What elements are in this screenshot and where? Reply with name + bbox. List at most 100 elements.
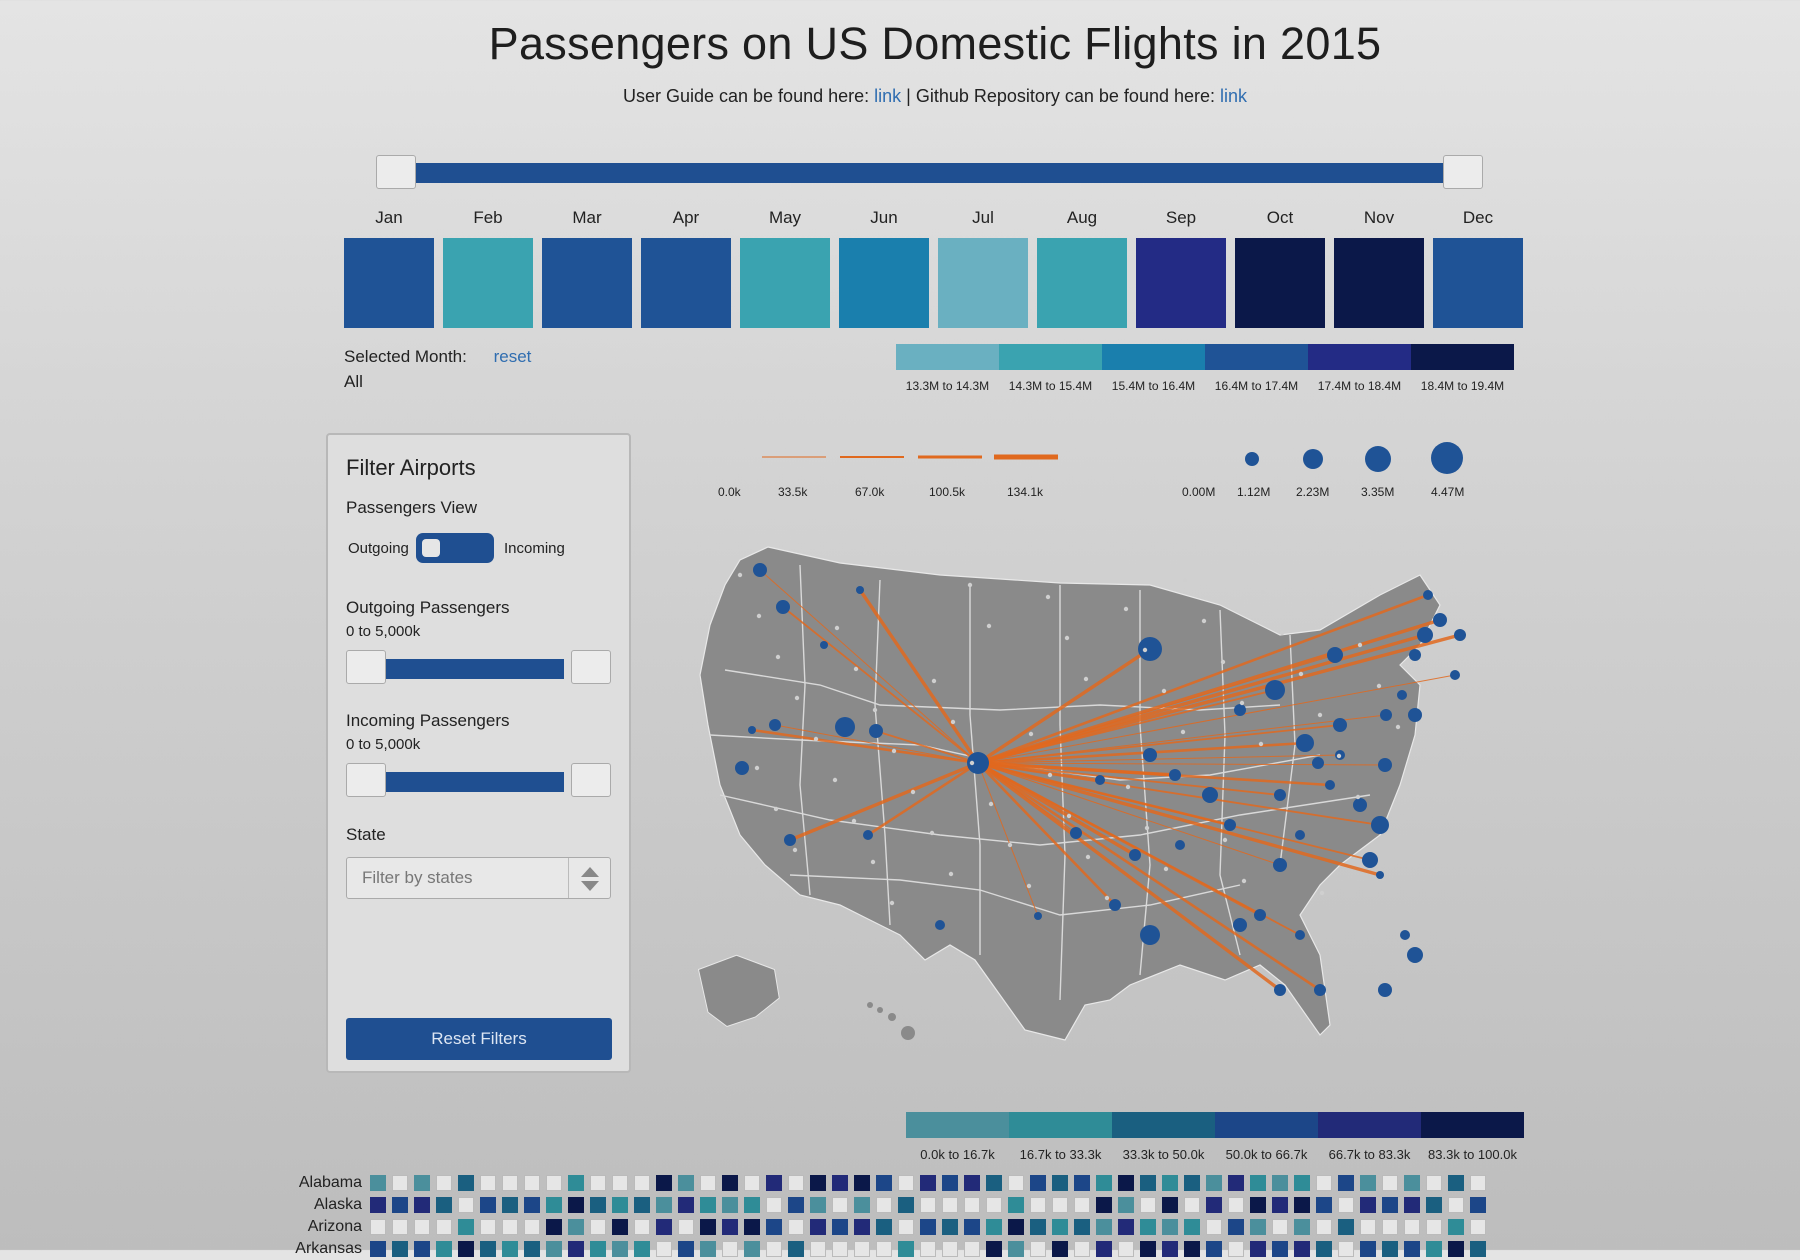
heatmap-cell[interactable] (436, 1241, 452, 1257)
heatmap-cell[interactable] (502, 1241, 518, 1257)
updown-arrows-icon[interactable] (579, 865, 601, 893)
minor-airport-dot[interactable] (813, 736, 819, 742)
heatmap-cell[interactable] (1338, 1175, 1354, 1191)
airport-marker[interactable] (735, 761, 749, 775)
heatmap-cell[interactable] (1382, 1197, 1398, 1213)
heatmap-cell[interactable] (1184, 1175, 1200, 1191)
airport-marker[interactable] (1129, 849, 1141, 861)
minor-airport-dot[interactable] (1258, 741, 1264, 747)
heatmap-cell[interactable] (414, 1241, 430, 1257)
heatmap-cell[interactable] (744, 1219, 760, 1235)
heatmap-cell[interactable] (546, 1197, 562, 1213)
heatmap-cell[interactable] (986, 1197, 1002, 1213)
heatmap-cell[interactable] (1162, 1241, 1178, 1257)
heatmap-cell[interactable] (1228, 1175, 1244, 1191)
minor-airport-dot[interactable] (794, 695, 800, 701)
minor-airport-dot[interactable] (948, 871, 954, 877)
heatmap-cell[interactable] (810, 1175, 826, 1191)
month-sep[interactable]: Sep (1136, 206, 1226, 328)
heatmap-cell[interactable] (590, 1219, 606, 1235)
heatmap-cell[interactable] (700, 1175, 716, 1191)
minor-airport-dot[interactable] (1066, 813, 1072, 819)
airport-marker[interactable] (1417, 627, 1433, 643)
month-slider-end-handle[interactable] (1443, 155, 1483, 189)
minor-airport-dot[interactable] (929, 830, 935, 836)
heatmap-cell[interactable] (546, 1219, 562, 1235)
heatmap-cell[interactable] (1140, 1175, 1156, 1191)
heatmap-cell[interactable] (458, 1241, 474, 1257)
airport-marker[interactable] (869, 724, 883, 738)
minor-airport-dot[interactable] (1125, 784, 1131, 790)
heatmap-cell[interactable] (392, 1241, 408, 1257)
minor-airport-dot[interactable] (756, 613, 762, 619)
heatmap-cell[interactable] (1184, 1197, 1200, 1213)
heatmap-cell[interactable] (1096, 1175, 1112, 1191)
minor-airport-dot[interactable] (737, 572, 743, 578)
heatmap-cell[interactable] (1382, 1175, 1398, 1191)
heatmap-cell[interactable] (700, 1197, 716, 1213)
heatmap-cell[interactable] (1118, 1241, 1134, 1257)
heatmap-cell[interactable] (832, 1241, 848, 1257)
heatmap-cell[interactable] (942, 1219, 958, 1235)
airport-marker[interactable] (1274, 984, 1286, 996)
heatmap-cell[interactable] (1206, 1241, 1222, 1257)
airport-marker[interactable] (1175, 840, 1185, 850)
heatmap-cell[interactable] (1030, 1175, 1046, 1191)
month-aug[interactable]: Aug (1037, 206, 1127, 328)
heatmap-cell[interactable] (524, 1219, 540, 1235)
heatmap-cell[interactable] (1074, 1197, 1090, 1213)
minor-airport-dot[interactable] (1357, 642, 1363, 648)
month-dec[interactable]: Dec (1433, 206, 1523, 328)
heatmap-cell[interactable] (1448, 1175, 1464, 1191)
incoming-min-handle[interactable] (346, 763, 386, 797)
minor-airport-dot[interactable] (1064, 635, 1070, 641)
heatmap-cell[interactable] (1470, 1219, 1486, 1235)
heatmap-cell[interactable] (370, 1219, 386, 1235)
heatmap-cell[interactable] (744, 1197, 760, 1213)
reset-filters-button[interactable]: Reset Filters (346, 1018, 612, 1060)
heatmap-cell[interactable] (480, 1197, 496, 1213)
minor-airport-dot[interactable] (1026, 883, 1032, 889)
heatmap-cell[interactable] (1052, 1241, 1068, 1257)
heatmap-cell[interactable] (678, 1197, 694, 1213)
airport-marker[interactable] (935, 920, 945, 930)
heatmap-cell[interactable] (854, 1197, 870, 1213)
month-oct[interactable]: Oct (1235, 206, 1325, 328)
airport-marker[interactable] (1234, 704, 1246, 716)
heatmap-cell[interactable] (1360, 1197, 1376, 1213)
minor-airport-dot[interactable] (754, 765, 760, 771)
airport-marker[interactable] (1380, 709, 1392, 721)
minor-airport-dot[interactable] (950, 719, 956, 725)
heatmap-cell[interactable] (898, 1219, 914, 1235)
minor-airport-dot[interactable] (792, 847, 798, 853)
heatmap-cell[interactable] (700, 1241, 716, 1257)
heatmap-cell[interactable] (458, 1197, 474, 1213)
heatmap-cell[interactable] (1162, 1197, 1178, 1213)
heatmap-cell[interactable] (964, 1175, 980, 1191)
heatmap-cell[interactable] (744, 1241, 760, 1257)
minor-airport-dot[interactable] (1395, 724, 1401, 730)
heatmap-cell[interactable] (392, 1197, 408, 1213)
heatmap-cell[interactable] (1316, 1241, 1332, 1257)
airport-marker[interactable] (1333, 718, 1347, 732)
heatmap-cell[interactable] (1426, 1175, 1442, 1191)
minor-airport-dot[interactable] (775, 654, 781, 660)
heatmap-cell[interactable] (898, 1175, 914, 1191)
heatmap-cell[interactable] (1272, 1241, 1288, 1257)
heatmap-cell[interactable] (1470, 1175, 1486, 1191)
airport-marker[interactable] (1314, 984, 1326, 996)
heatmap-cell[interactable] (1294, 1175, 1310, 1191)
airport-marker[interactable] (863, 830, 873, 840)
heatmap-cell[interactable] (986, 1241, 1002, 1257)
heatmap-cell[interactable] (1470, 1241, 1486, 1257)
heatmap-cell[interactable] (568, 1175, 584, 1191)
heatmap-cell[interactable] (942, 1197, 958, 1213)
heatmap-cell[interactable] (810, 1197, 826, 1213)
airport-marker[interactable] (753, 563, 767, 577)
heatmap-cell[interactable] (766, 1197, 782, 1213)
heatmap-cell[interactable] (1228, 1241, 1244, 1257)
heatmap-cell[interactable] (832, 1219, 848, 1235)
minor-airport-dot[interactable] (967, 582, 973, 588)
heatmap-cell[interactable] (678, 1175, 694, 1191)
month-may[interactable]: May (740, 206, 830, 328)
